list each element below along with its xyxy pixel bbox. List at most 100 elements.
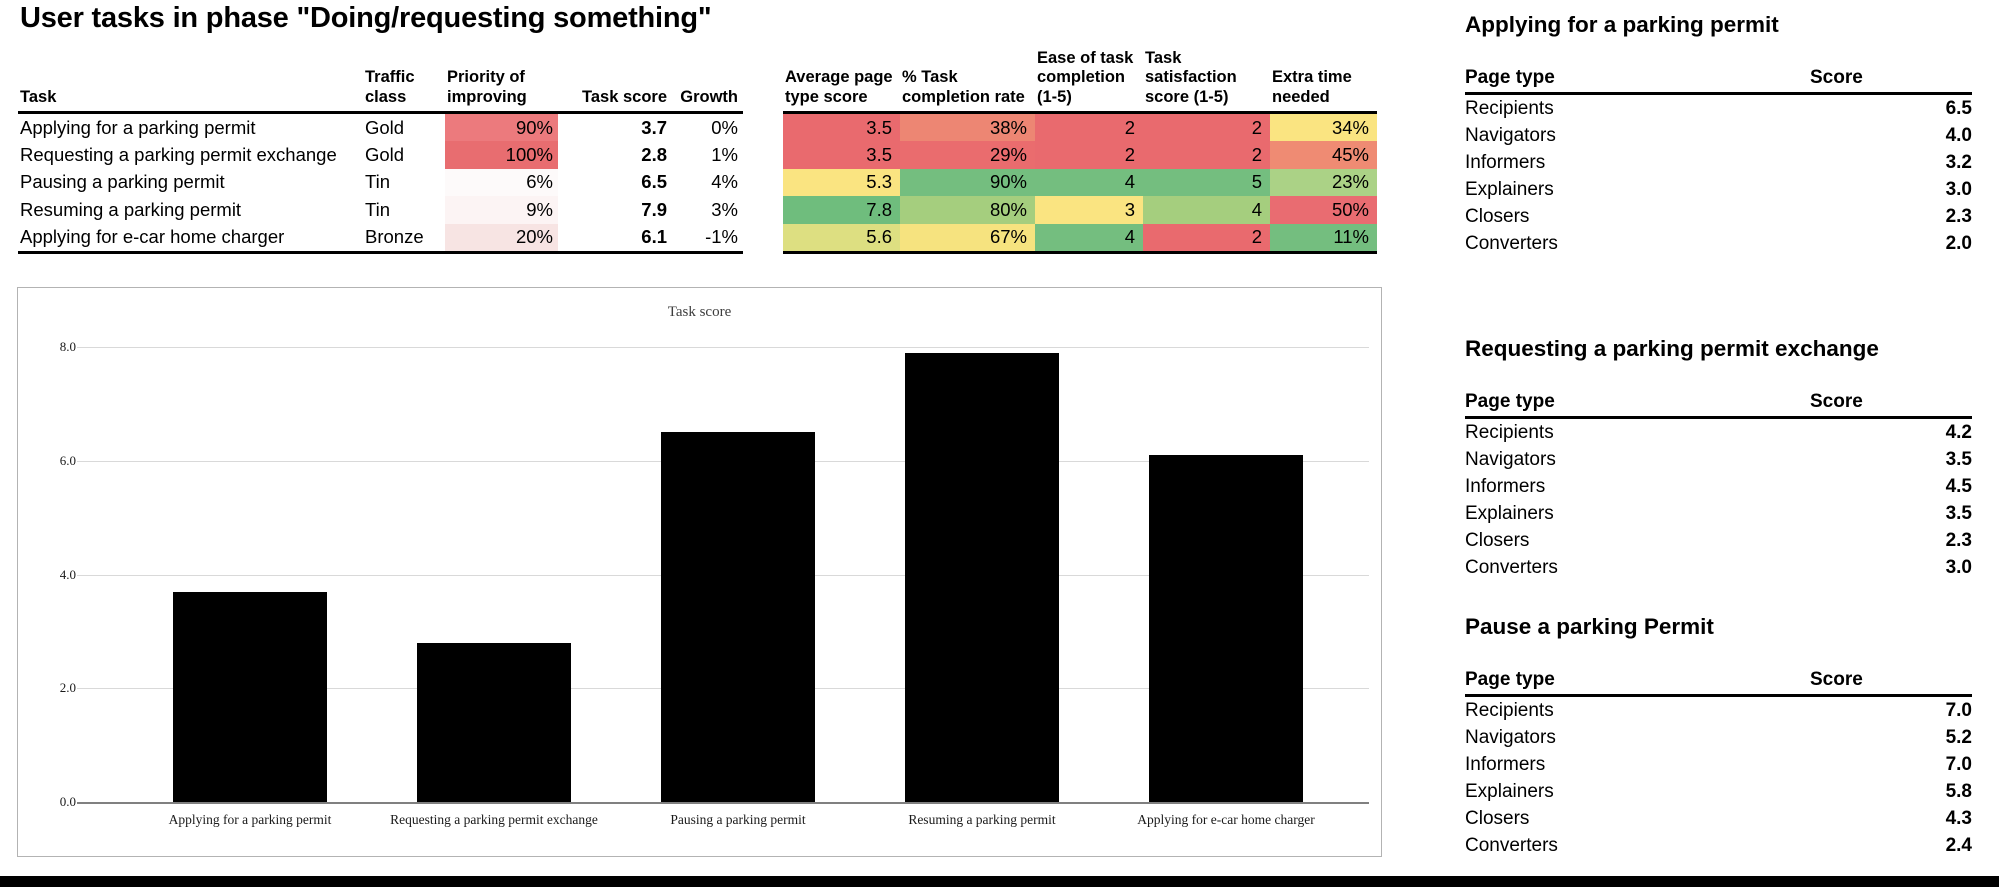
gridline [77,347,1369,348]
score-cell: 6.5 [1945,97,1972,119]
task-name-cell: Requesting a parking permit exchange [20,144,337,166]
table-row: Recipients 4.2 [1465,419,1972,446]
score-cell: 5.2 [1945,726,1972,748]
metric-cell: 2 [1035,112,1143,142]
page-type-header-row: Page type Score [1465,664,1972,697]
metric-cell: 45% [1270,141,1377,169]
table-row: 3.5 29% 2 2 45% [783,141,1377,169]
page-type-cell: Recipients [1465,97,1554,119]
metric-cell: 5 [1143,168,1270,197]
page-type-cell: Converters [1465,232,1558,254]
x-axis-category-label: Resuming a parking permit [908,812,1056,827]
score-cell: 2.0 [1945,232,1972,254]
page-type-cell: Converters [1465,834,1558,856]
task-score-bar-chart: Task score 0.0 2.0 4.0 6.0 8.0 Applying for a… [17,287,1382,857]
growth-cell: 0% [711,116,738,138]
page-type-column-header: Page type [1465,669,1555,690]
column-header: Growth [680,88,738,107]
metric-cell: 5.6 [783,223,900,254]
y-axis-tick-label: 0.0 [59,794,76,809]
chart-title: Task score [667,304,732,320]
x-axis-line [77,802,1369,804]
table-row: Closers 2.3 [1465,527,1972,554]
page-type-score-table: Applying for a parking permit Page type Sc… [1465,12,1972,257]
metric-cell: 4 [1143,196,1270,224]
task-summary-header-row: Task Traffic class Priority of improving Ta… [18,44,743,113]
task-score-cell: 2.8 [641,144,667,166]
priority-cell: 20% [445,223,558,254]
page-type-header-row: Page type Score [1465,62,1972,95]
table-row: Applying for e-car home charger Bronze 20%… [18,223,743,254]
task-score-cell: 3.7 [641,116,667,138]
growth-cell: -1% [672,223,743,254]
table-row: Recipients 7.0 [1465,697,1972,724]
bottom-window-edge [0,876,1999,887]
metric-cell: 11% [1270,223,1377,254]
score-cell: 4.3 [1945,807,1972,829]
score-column-header: Score [1810,67,1863,88]
page-type-cell: Converters [1465,556,1558,578]
section-title: Applying for a parking permit [1465,12,1779,37]
traffic-class-cell: Bronze [363,223,445,254]
table-row: Requesting a parking permit exchange Gold… [18,141,743,169]
table-row: 5.6 67% 4 2 11% [783,223,1377,254]
task-name-cell: Applying for a parking permit [20,116,256,138]
page-type-cell: Explainers [1465,780,1554,802]
metric-cell: 2 [1143,112,1270,142]
score-cell: 3.5 [1945,448,1972,470]
traffic-class-cell: Tin [365,171,391,193]
metric-cell: 3.5 [783,112,900,142]
table-row: Pausing a parking permit Tin 6% 6.5 4% [18,168,743,197]
metric-cell: 4 [1035,168,1143,197]
table-row: Explainers 5.8 [1465,778,1972,805]
table-row: Informers 4.5 [1465,473,1972,500]
metric-cell: 50% [1270,196,1377,224]
metric-cell: 80% [900,196,1035,224]
priority-cell: 6% [445,168,558,197]
page-title: User tasks in phase "Doing/requesting so… [20,2,712,34]
page-type-cell: Navigators [1465,124,1556,146]
metric-cell: 2 [1143,141,1270,169]
score-cell: 7.0 [1945,699,1972,721]
metric-cell: 67% [900,223,1035,254]
metric-cell: 3 [1035,196,1143,224]
task-score-cell: 6.1 [558,223,672,254]
column-header: Task [20,88,57,107]
page-type-cell: Navigators [1465,448,1556,470]
score-cell: 3.5 [1945,502,1972,524]
metric-cell: 90% [900,168,1035,197]
page-type-header-row: Page type Score [1465,386,1972,419]
growth-cell: 4% [711,171,738,193]
table-row: 3.5 38% 2 2 34% [783,112,1377,142]
metric-cell: 34% [1270,112,1377,142]
page-type-column-header: Page type [1465,391,1555,412]
x-axis-category-label: Applying for e-car home charger [1137,812,1315,827]
bar [417,642,571,802]
section-title: Requesting a parking permit exchange [1465,336,1879,361]
score-cell: 3.0 [1945,178,1972,200]
column-header: Ease of task completion (1-5) [1037,48,1134,107]
score-cell: 3.2 [1945,151,1972,173]
page-type-cell: Informers [1465,753,1546,775]
score-cell: 2.3 [1945,529,1972,551]
page-type-cell: Navigators [1465,726,1556,748]
page-type-cell: Informers [1465,475,1546,497]
score-cell: 4.0 [1945,124,1972,146]
table-row: 5.3 90% 4 5 23% [783,168,1377,197]
metric-cell: 5.3 [783,168,900,197]
y-axis-tick-label: 2.0 [59,680,76,696]
traffic-class-cell: Gold [365,144,405,166]
page-type-cell: Closers [1465,529,1530,551]
task-metrics-header-row: Average page type score% Task completion… [783,44,1377,113]
score-cell: 2.4 [1945,834,1972,856]
table-row: Converters 3.0 [1465,554,1972,581]
task-name-cell: Pausing a parking permit [20,171,225,193]
page-type-cell: Explainers [1465,178,1554,200]
task-name-cell: Applying for e-car home charger [18,223,363,254]
page-type-score-table: Requesting a parking permit exchange Page… [1465,336,1972,581]
column-header: Traffic class [365,68,415,107]
metric-cell: 7.8 [783,196,900,224]
page-type-cell: Recipients [1465,421,1554,443]
metric-cell: 29% [900,141,1035,169]
table-row: Closers 2.3 [1465,203,1972,230]
